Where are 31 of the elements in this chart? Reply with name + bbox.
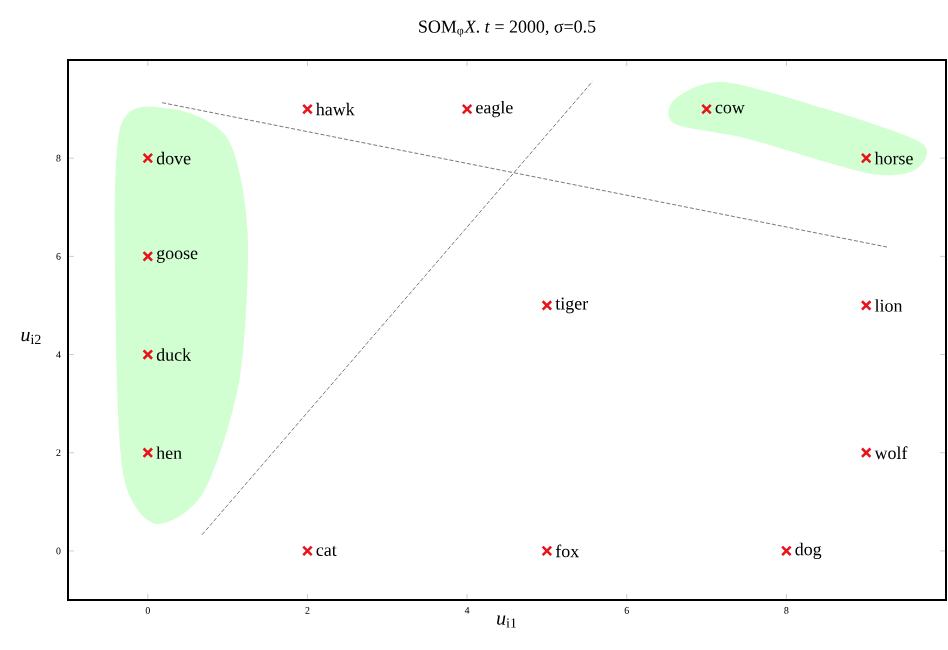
point [142, 250, 154, 262]
annotation: lion [874, 299, 903, 312]
annotation: hen [156, 446, 182, 460]
annotation: cow [715, 104, 745, 114]
annotation: cat [316, 545, 337, 557]
chart-title: SOM$_{φ}$X. t = 2000, σ=0.5 [419, 20, 596, 38]
annotation: wolf [874, 446, 908, 460]
annotation: eagle [476, 100, 513, 118]
annotation: goose [156, 249, 198, 263]
point [860, 299, 872, 311]
annotation: fox [555, 544, 579, 558]
point [142, 349, 154, 361]
annotation: horse [874, 151, 913, 165]
point [860, 152, 872, 164]
point [142, 447, 154, 459]
point [301, 545, 313, 557]
point [701, 103, 713, 115]
point [142, 152, 154, 164]
annotation: tiger [555, 297, 588, 314]
annotation: duck [156, 348, 192, 361]
point [301, 103, 313, 115]
point [780, 545, 792, 557]
annotation: hawk [316, 102, 355, 116]
point [461, 103, 473, 115]
point [860, 447, 872, 459]
annotation: dove [156, 151, 191, 165]
annotation: dog [795, 542, 822, 560]
y-axis-title: u$_{i2}$ [21, 331, 41, 345]
point [541, 545, 553, 557]
point [541, 299, 553, 311]
x-axis-title: u$_{i1}$ [497, 615, 517, 628]
